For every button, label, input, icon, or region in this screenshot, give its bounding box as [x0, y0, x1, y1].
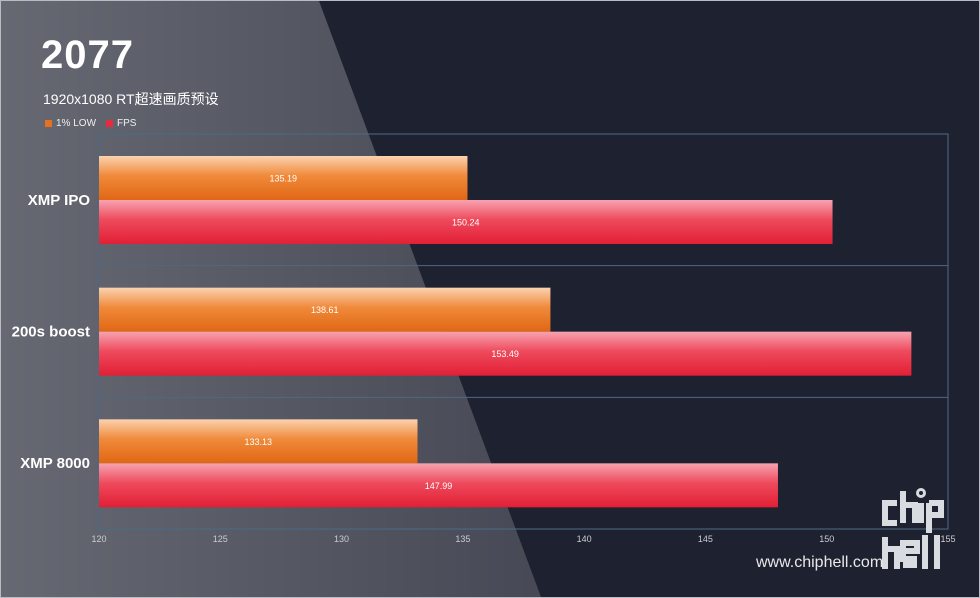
x-tick-label: 145	[698, 534, 713, 544]
bar-value-label: 133.13	[244, 437, 272, 447]
chiphell-logo	[882, 488, 944, 569]
legend: 1% LOW FPS	[45, 118, 136, 129]
bar-value-label: 153.49	[491, 349, 519, 359]
chart-subtitle: 1920x1080 RT超速画质预设	[43, 91, 219, 107]
bar-low[interactable]	[99, 419, 418, 464]
x-axis-ticks: 120 125 130 135 140 145 150 155	[91, 534, 955, 544]
bar-value-label: 135.19	[269, 174, 297, 184]
legend-item-low[interactable]: 1% LOW	[45, 118, 96, 129]
bar-fps[interactable]	[99, 200, 833, 244]
bar-value-label: 150.24	[452, 218, 480, 228]
bar-value-label: 138.61	[311, 305, 339, 315]
bar-fps[interactable]	[99, 331, 912, 376]
legend-swatch-fps	[106, 120, 114, 127]
x-tick-label: 135	[455, 534, 470, 544]
legend-swatch-low	[45, 120, 52, 127]
legend-item-fps[interactable]: FPS	[106, 118, 136, 129]
watermark-url: www.chiphell.com	[756, 554, 884, 571]
legend-label-low: 1% LOW	[56, 118, 97, 129]
bar-fps[interactable]	[99, 463, 778, 508]
bar-value-label: 147.99	[425, 481, 453, 491]
legend-label-fps: FPS	[117, 118, 137, 129]
bar-low[interactable]	[99, 156, 468, 200]
x-tick-label: 150	[819, 534, 834, 544]
x-tick-label: 140	[577, 534, 592, 544]
category-label: 200s boost	[12, 324, 90, 341]
x-tick-label: 155	[940, 534, 955, 544]
bar-low[interactable]	[99, 287, 551, 332]
category-label: XMP 8000	[20, 455, 90, 472]
x-tick-label: 120	[91, 534, 106, 544]
x-tick-label: 130	[334, 534, 349, 544]
x-tick-label: 125	[213, 534, 228, 544]
bars-layer: 135.19 150.24 138.61 153.49 133.13 147.99	[99, 156, 912, 508]
category-labels: XMP IPO 200s boost XMP 8000	[12, 192, 91, 472]
chart-title: 2077	[41, 33, 134, 77]
category-label: XMP IPO	[28, 192, 91, 209]
